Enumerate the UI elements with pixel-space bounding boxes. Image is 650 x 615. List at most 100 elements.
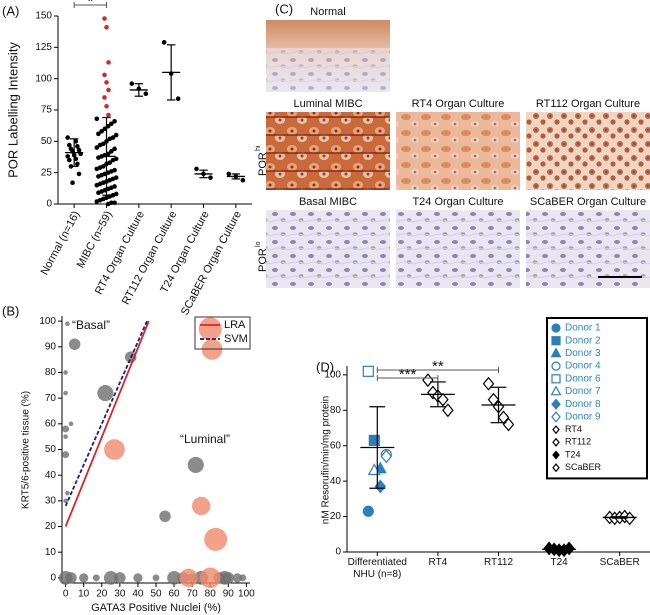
bubble (65, 321, 70, 327)
panel-label: (D) (316, 359, 334, 374)
legend-label: Donor 4 (565, 361, 601, 372)
y-tick-label: 60 (45, 418, 57, 429)
dot (67, 157, 72, 163)
dot (96, 131, 101, 137)
bubble (63, 390, 68, 396)
legend-box (194, 316, 251, 350)
dot-highlight (106, 60, 111, 65)
dot (112, 200, 117, 206)
x-tick-label: 40 (132, 589, 144, 600)
dot (175, 96, 181, 102)
dot (112, 146, 117, 152)
bubble (65, 572, 77, 584)
bubble (133, 573, 143, 583)
dot (65, 135, 70, 140)
dot (97, 142, 103, 148)
y-tick-label: 0 (335, 547, 341, 558)
significance-label: ** (432, 358, 444, 375)
dot (109, 149, 114, 154)
dot (105, 201, 111, 207)
bubble (167, 570, 181, 585)
dot (161, 40, 167, 45)
x-tick-label: RT4 (428, 557, 448, 568)
marker (487, 392, 500, 407)
image-caption: SCaBER Organ Culture (530, 196, 646, 208)
bubble (79, 573, 89, 583)
marker (497, 410, 510, 425)
y-tick-label: 20 (330, 511, 342, 522)
image-caption: RT112 Organ Culture (536, 98, 640, 110)
image-caption: RT4 Organ Culture (412, 98, 505, 110)
dot (94, 199, 100, 204)
x-tick-label: 50 (150, 589, 162, 600)
dot-highlight (106, 87, 111, 93)
marker (442, 403, 454, 418)
marker (551, 336, 561, 346)
marker (552, 437, 560, 447)
x-tick-label-box: Differentiated NHU (n=8) (348, 557, 407, 580)
x-tick-label: 10 (78, 589, 90, 600)
marker (551, 411, 561, 423)
panel-label: (C) (275, 1, 293, 16)
legend-label: LRA (224, 319, 246, 331)
y-tick-label: 60 (330, 440, 342, 451)
dot-highlight (102, 16, 107, 21)
legend-box (546, 317, 648, 480)
marker (550, 385, 562, 396)
x-tick-label: SCaBER (599, 557, 640, 568)
dot-highlight (102, 72, 107, 78)
x-tick-label: T24 (550, 557, 568, 568)
dot-highlight (106, 112, 111, 118)
x-tick-label: 0 (63, 589, 69, 600)
row-label-sup: hi (255, 145, 262, 151)
y-axis-title: KRT5/6-positive tissue (%) (21, 391, 32, 509)
y-tick-label: 75 (41, 105, 53, 116)
dot-highlight (104, 103, 109, 109)
legend-label: Donor 3 (565, 348, 601, 359)
dot (75, 144, 80, 149)
marker (552, 463, 560, 473)
dot (143, 91, 149, 97)
legend-label: SVM (224, 333, 248, 345)
image-panel: (C) Normal Luminal MIBC RT4 Organ Cultur… (255, 1, 650, 288)
annotation: “Luminal” (180, 432, 230, 446)
classifier-line (64, 320, 150, 527)
dot (70, 180, 75, 185)
legend-label: Donor 6 (565, 373, 601, 384)
row-label: POR (257, 248, 269, 272)
dot (194, 166, 199, 172)
y-tick-label: 125 (35, 42, 52, 53)
y-tick-label: 80 (330, 405, 342, 416)
marker (552, 450, 560, 460)
y-tick-label: 100 (39, 316, 56, 327)
dot (67, 142, 72, 148)
legend-label: Donor 2 (565, 335, 601, 346)
dot-highlight (104, 24, 109, 30)
marker (551, 323, 561, 333)
dot-highlight (102, 95, 107, 100)
legend-label: Donor 7 (565, 386, 601, 397)
legend-label: Donor 9 (565, 412, 601, 423)
x-tick-label: SCaBER Organ Culture (179, 209, 244, 317)
bubble (152, 574, 160, 582)
classifier-line (64, 320, 148, 507)
marker (551, 374, 561, 384)
histology-image (266, 210, 390, 288)
bubble (63, 434, 68, 439)
y-tick-label: 40 (330, 476, 342, 487)
legend-label: Donor 1 (565, 323, 601, 334)
legend-label: RT112 (565, 437, 591, 447)
marker (422, 373, 434, 388)
y-tick-label: 0 (50, 573, 56, 584)
x-tick-label: 100 (238, 589, 255, 600)
row-label: POR (257, 152, 269, 176)
x-tick-label: 20 (96, 589, 108, 600)
y-tick-label: 50 (41, 136, 53, 147)
histology-image (526, 112, 650, 190)
dot (226, 171, 232, 177)
bubble (191, 496, 211, 516)
bubble (68, 421, 74, 427)
dot (110, 157, 116, 163)
dot (94, 182, 100, 188)
marker (552, 425, 560, 435)
